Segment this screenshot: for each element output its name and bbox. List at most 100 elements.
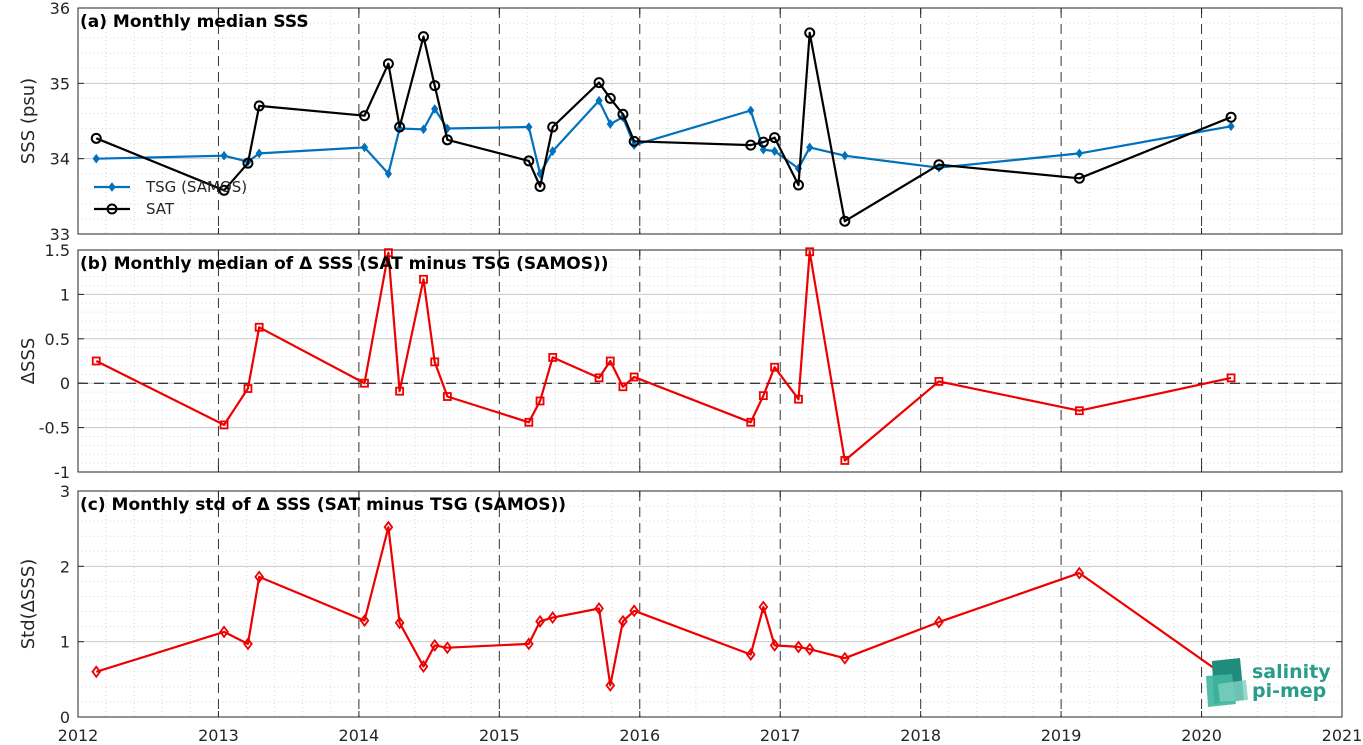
plot-area bbox=[78, 8, 1342, 234]
logo-text-line1: salinity bbox=[1252, 661, 1331, 683]
panel-a: 33 34 35 36 SSS (psu) (a) Monthly median SSS T… bbox=[18, 0, 1343, 244]
data-point bbox=[629, 604, 640, 618]
y-tick-label: 2 bbox=[60, 557, 70, 576]
x-tick-label: 2017 bbox=[760, 726, 801, 745]
data-point bbox=[1073, 172, 1085, 184]
y-tick-label: 0 bbox=[60, 708, 70, 727]
axes-box bbox=[77, 249, 1343, 473]
panel-title: (b) Monthly median of Δ SSS (SAT minus T… bbox=[80, 254, 609, 274]
data-point bbox=[606, 119, 614, 129]
data-point bbox=[523, 637, 534, 651]
series-line bbox=[95, 31, 1232, 223]
year-dashed-lines bbox=[217, 250, 1203, 472]
year-dashed-lines bbox=[217, 8, 1203, 234]
data-point bbox=[595, 95, 603, 106]
legend-marker bbox=[106, 203, 118, 215]
axes-box bbox=[77, 490, 1343, 718]
data-point bbox=[442, 392, 452, 401]
y-axis-label: SSS (psu) bbox=[18, 78, 39, 164]
data-point bbox=[745, 139, 757, 151]
data-point bbox=[758, 600, 769, 614]
data-point bbox=[547, 611, 558, 625]
x-tick-label: 2014 bbox=[339, 726, 380, 745]
minor-grid bbox=[78, 250, 1342, 472]
data-point bbox=[255, 148, 263, 159]
legend: TSG (SAMOS) SAT bbox=[94, 178, 247, 218]
data-point bbox=[806, 142, 814, 153]
data-point bbox=[628, 135, 640, 147]
y-tick-label: 1.5 bbox=[45, 241, 70, 260]
data-point bbox=[839, 215, 851, 227]
data-point bbox=[242, 157, 254, 169]
x-tick-label: 2021 bbox=[1322, 726, 1363, 745]
data-point bbox=[594, 602, 604, 616]
data-point bbox=[442, 641, 453, 655]
data-point bbox=[441, 134, 453, 146]
data-point bbox=[794, 394, 803, 404]
y-tick-label: 3 bbox=[60, 482, 70, 501]
data-point bbox=[605, 356, 615, 366]
data-point bbox=[218, 184, 230, 196]
data-point bbox=[593, 77, 605, 89]
data-point bbox=[419, 124, 428, 135]
data-point bbox=[769, 132, 781, 144]
data-point bbox=[805, 247, 815, 257]
legend-label: SAT bbox=[146, 200, 175, 218]
data-point bbox=[384, 168, 393, 179]
data-point bbox=[254, 570, 265, 584]
axes-box bbox=[77, 7, 1343, 235]
data-point bbox=[839, 651, 850, 665]
panel-title: (a) Monthly median SSS bbox=[80, 12, 309, 32]
salinity-pimep-logo-icon bbox=[1206, 658, 1248, 707]
data-point bbox=[617, 108, 629, 120]
data-point bbox=[629, 372, 639, 382]
data-point bbox=[594, 373, 604, 383]
data-point bbox=[383, 520, 394, 534]
x-tick-label: 2020 bbox=[1181, 726, 1222, 745]
y-tick-label: 0.5 bbox=[45, 330, 70, 349]
data-point bbox=[92, 153, 100, 164]
data-point bbox=[934, 377, 944, 386]
x-tick-label: 2015 bbox=[479, 726, 520, 745]
data-point bbox=[535, 614, 545, 628]
data-point bbox=[605, 678, 616, 692]
series-line bbox=[96, 99, 1232, 175]
y-tick-label: 0 bbox=[60, 374, 70, 393]
data-point bbox=[417, 31, 429, 43]
data-point bbox=[1226, 373, 1236, 383]
data-point bbox=[243, 637, 253, 651]
data-point bbox=[759, 144, 767, 155]
data-point bbox=[359, 110, 371, 122]
data-point bbox=[757, 136, 769, 148]
data-point bbox=[547, 121, 559, 133]
y-tick-label: 36 bbox=[50, 0, 70, 18]
data-point bbox=[746, 417, 756, 427]
data-point bbox=[618, 614, 628, 628]
data-point bbox=[549, 146, 557, 156]
data-point bbox=[91, 665, 102, 679]
year-dashed-lines bbox=[217, 491, 1203, 717]
y-tick-label: 1 bbox=[60, 285, 70, 304]
data-point bbox=[804, 642, 815, 656]
data-point bbox=[360, 378, 369, 388]
data-point bbox=[418, 660, 429, 674]
y-tick-label: 34 bbox=[50, 150, 70, 169]
data-point bbox=[429, 638, 440, 652]
plot-area bbox=[78, 250, 1342, 472]
data-point bbox=[548, 353, 558, 362]
data-point bbox=[1074, 566, 1085, 580]
y-tick-label: 1 bbox=[60, 633, 70, 652]
series-tsg-samos bbox=[92, 95, 1235, 179]
x-tick-label: 2018 bbox=[900, 726, 941, 745]
data-point bbox=[90, 132, 102, 144]
panel-title: (c) Monthly std of Δ SSS (SAT minus TSG … bbox=[80, 495, 566, 515]
y-axis-label: ΔSSS bbox=[18, 338, 39, 385]
data-point bbox=[524, 417, 534, 427]
data-point bbox=[840, 456, 850, 465]
data-point bbox=[747, 105, 755, 116]
data-point bbox=[360, 142, 369, 153]
data-point bbox=[604, 92, 616, 104]
x-tick-label: 2012 bbox=[58, 726, 99, 745]
logo-text-line2: pi-mep bbox=[1252, 680, 1326, 702]
